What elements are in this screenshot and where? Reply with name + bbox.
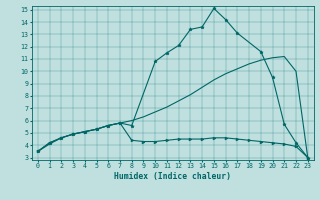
X-axis label: Humidex (Indice chaleur): Humidex (Indice chaleur): [114, 172, 231, 181]
